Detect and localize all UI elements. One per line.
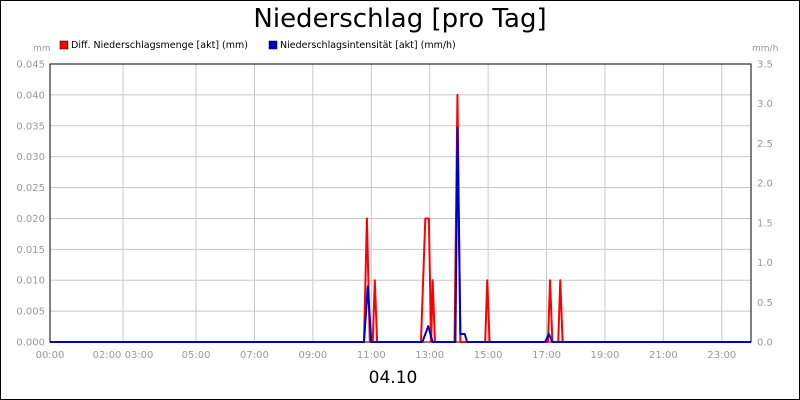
grid: [50, 64, 751, 342]
y-right-tick-label: 0.0: [757, 338, 773, 349]
series-line-intensitaet: [50, 126, 751, 343]
y-left-tick-label: 0.015: [16, 245, 45, 256]
x-tick-label: 17:00: [532, 350, 561, 361]
y-left-tick-label: 0.040: [16, 90, 45, 101]
y-left-tick-label: 0.005: [16, 307, 45, 318]
y-right-tick-label: 3.5: [757, 60, 773, 71]
x-tick-label: 23:00: [707, 350, 736, 361]
x-axis: 00:00 02:00 03:00 05:00 07:00 09:00 11:00 13:0…: [36, 350, 737, 361]
x-tick-label: 11:00: [357, 350, 386, 361]
y-right-axis: 0.0 0.5 1.0 1.5 2.0 2.5 3.0 3.5: [757, 60, 773, 349]
legend: Diff. Niederschlagsmenge [akt] (mm) Nied…: [59, 40, 456, 51]
x-tick-label: 15:00: [474, 350, 503, 361]
y-right-tick-label: 1.5: [757, 218, 773, 229]
y-left-tick-label: 0.035: [16, 121, 45, 132]
y-left-unit: mm: [33, 44, 51, 54]
y-right-tick-label: 0.5: [757, 298, 773, 309]
y-right-tick-label: 2.0: [757, 179, 773, 190]
y-left-tick-label: 0.020: [16, 214, 45, 225]
date-label: 04.10: [369, 368, 418, 388]
y-left-tick-label: 0.030: [16, 152, 45, 163]
x-tick-label: 09:00: [298, 350, 327, 361]
x-tick-label: 02:00 03:00: [93, 350, 154, 361]
x-tick-label: 07:00: [240, 350, 269, 361]
y-left-tick-label: 0.010: [16, 276, 45, 287]
x-tick-label: 19:00: [591, 350, 620, 361]
x-tick-label: 21:00: [649, 350, 678, 361]
series-lines: [50, 93, 751, 343]
legend-swatch-intensitaet: [268, 40, 278, 50]
x-tick-label: 00:00: [36, 350, 65, 361]
y-right-tick-label: 1.0: [757, 258, 773, 269]
legend-label-intensitaet: Niederschlagsintensität [akt] (mm/h): [280, 40, 456, 51]
x-tick-label: 05:00: [182, 350, 211, 361]
y-left-axis: 0.000 0.005 0.010 0.015 0.020 0.025 0.030 0.035…: [16, 60, 45, 349]
x-tick-label: 13:00: [415, 350, 444, 361]
y-left-tick-label: 0.045: [16, 60, 45, 71]
y-left-tick-label: 0.000: [16, 338, 45, 349]
y-left-tick-label: 0.025: [16, 183, 45, 194]
chart-title: Niederschlag [pro Tag]: [253, 4, 546, 34]
plot-area: [49, 63, 752, 343]
legend-swatch-menge: [59, 40, 69, 50]
y-right-tick-label: 2.5: [757, 139, 773, 150]
y-right-tick-label: 3.0: [757, 99, 773, 110]
y-right-unit: mm/h: [752, 44, 778, 54]
legend-label-menge: Diff. Niederschlagsmenge [akt] (mm): [71, 40, 248, 51]
